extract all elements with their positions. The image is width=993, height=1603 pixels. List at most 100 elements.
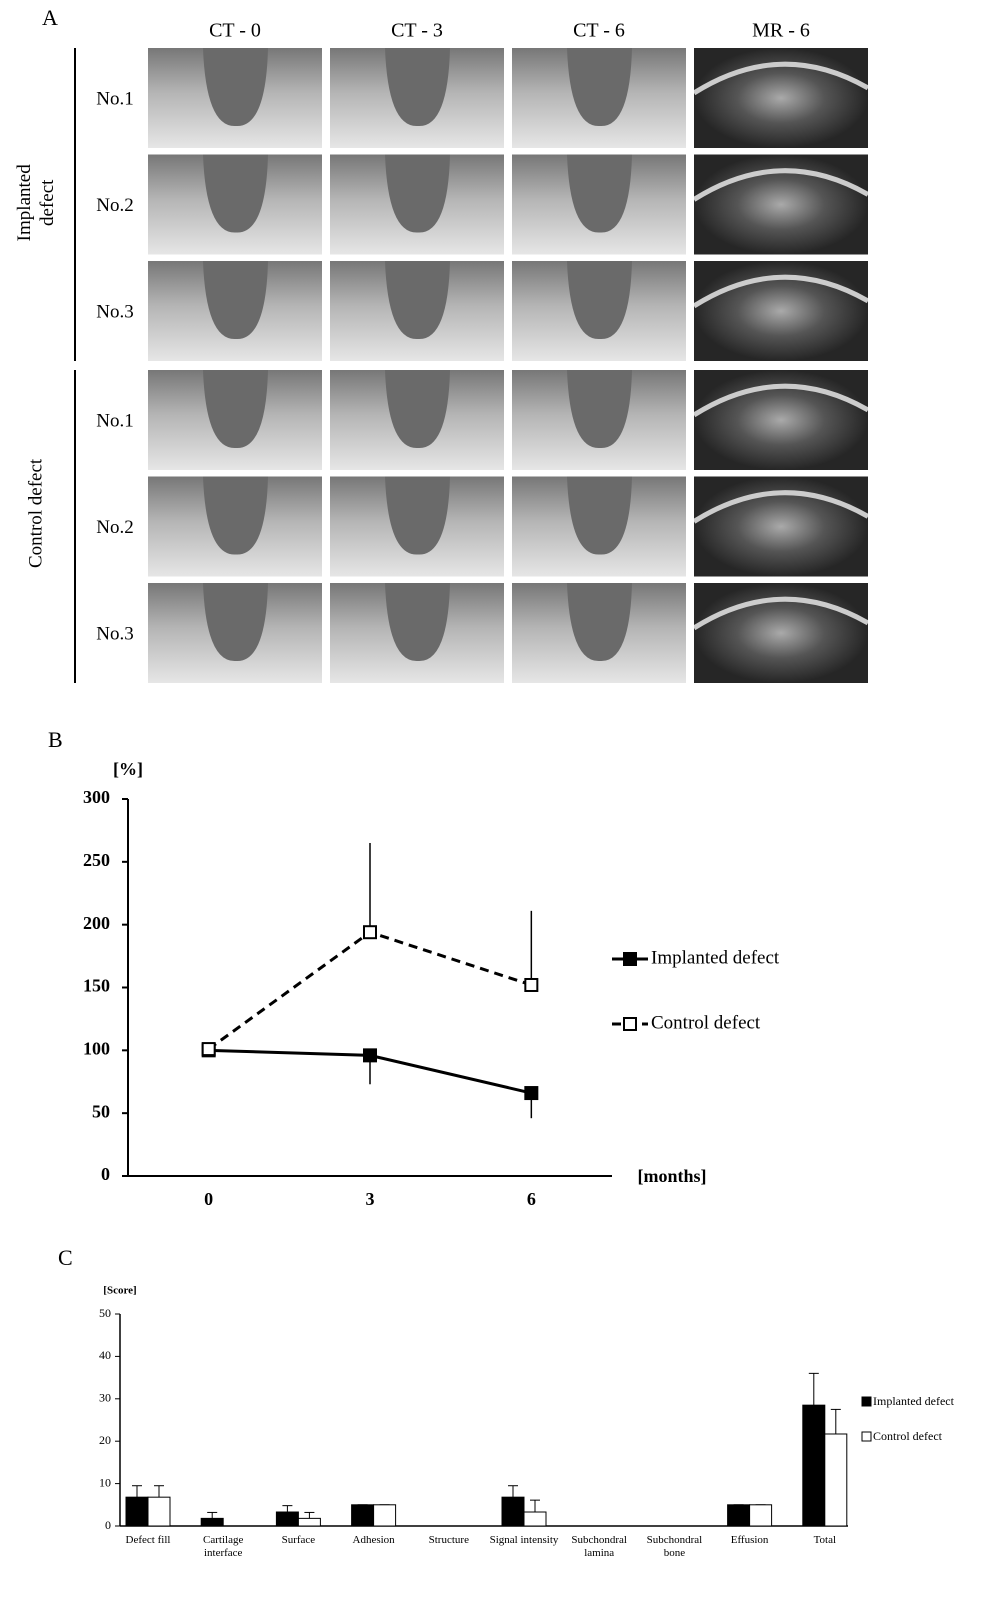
scan-content	[330, 261, 504, 361]
defect	[567, 261, 632, 340]
surface	[694, 168, 868, 202]
bar	[373, 1504, 397, 1527]
defect	[385, 583, 450, 662]
defect	[567, 583, 632, 662]
defect	[203, 48, 268, 127]
scan-content	[694, 261, 868, 361]
scan-image	[694, 154, 868, 255]
scan-image	[694, 261, 868, 361]
panel-label: C	[58, 1245, 73, 1270]
scan-content	[512, 370, 686, 470]
bar	[727, 1504, 751, 1527]
legend-swatch	[861, 1431, 872, 1442]
scan-content	[694, 48, 868, 148]
scan-content	[148, 154, 322, 255]
x-tick-label: Subchondral lamina	[571, 1534, 627, 1559]
defect	[567, 476, 632, 555]
scan-image	[330, 154, 504, 255]
row-label: No.2	[96, 517, 133, 538]
surface	[694, 490, 868, 524]
column-header: CT - 6	[573, 20, 625, 42]
defect	[385, 154, 450, 233]
x-tick-label: Cartilage interface	[203, 1534, 244, 1559]
marker	[363, 925, 377, 940]
scan-image	[512, 476, 686, 577]
scan-content	[512, 261, 686, 361]
scan-content	[330, 370, 504, 470]
defect	[203, 261, 268, 340]
legend-label: Control defect	[873, 1429, 943, 1443]
legend-label: Implanted defect	[873, 1394, 955, 1408]
x-tick-label: 0	[204, 1189, 213, 1209]
group-label: Control defect	[25, 458, 47, 569]
scan-content	[330, 48, 504, 148]
defect	[385, 261, 450, 340]
column-header: CT - 3	[391, 20, 443, 42]
legend-marker	[623, 952, 637, 966]
y-tick-label: 50	[99, 1306, 111, 1320]
surface	[694, 274, 868, 309]
marker	[363, 1048, 377, 1063]
scan-image	[330, 48, 504, 148]
row-label: No.1	[96, 88, 133, 109]
scan-image	[694, 48, 868, 148]
y-tick-label: 10	[99, 1475, 111, 1489]
scan-content	[694, 583, 868, 683]
defect	[385, 370, 450, 449]
scan-image	[694, 476, 868, 577]
scan-content	[512, 476, 686, 577]
x-tick-label: Defect fill	[125, 1534, 171, 1546]
bar	[297, 1517, 321, 1527]
bar	[501, 1496, 525, 1527]
scan-content	[330, 154, 504, 255]
x-tick-label: Subchondral bone	[646, 1534, 703, 1559]
legend-label: Control defect	[651, 1012, 761, 1033]
y-tick-label: 50	[92, 1101, 110, 1121]
surface	[694, 383, 868, 418]
x-tick-label: Signal intensity	[489, 1534, 559, 1546]
scan-image	[512, 583, 686, 683]
scan-image	[148, 261, 322, 361]
bar	[125, 1496, 149, 1527]
y-tick-label: 200	[83, 913, 110, 933]
scan-content	[148, 48, 322, 148]
legend-label: Implanted defect	[651, 947, 780, 968]
scan-content	[512, 48, 686, 148]
bar	[523, 1511, 547, 1527]
y-tick-label: 30	[99, 1391, 111, 1405]
group-label: Implanted defect	[14, 164, 58, 242]
marker	[524, 977, 539, 992]
bar	[749, 1504, 773, 1527]
x-tick-label: Effusion	[730, 1534, 769, 1546]
defect	[567, 48, 632, 127]
y-tick-label: 150	[83, 976, 110, 996]
scan-image	[148, 583, 322, 683]
scan-content	[694, 476, 868, 577]
scan-image	[512, 370, 686, 470]
defect	[203, 154, 268, 233]
scan-image	[330, 476, 504, 577]
defect	[385, 476, 450, 555]
y-axis-label: [Score]	[103, 1285, 136, 1297]
y-tick-label: 0	[105, 1518, 111, 1532]
scan-content	[330, 583, 504, 683]
scan-image	[330, 370, 504, 470]
scan-content	[148, 370, 322, 470]
scan-image	[512, 48, 686, 148]
scan-image	[330, 261, 504, 361]
x-tick-label: Total	[813, 1534, 837, 1546]
defect	[203, 583, 268, 662]
panel-label: A	[42, 5, 58, 30]
scan-content	[694, 154, 868, 255]
bar	[802, 1404, 826, 1527]
x-tick-label: 3	[366, 1189, 375, 1209]
x-axis-label: [months]	[637, 1166, 706, 1186]
x-tick-label: 6	[527, 1189, 536, 1209]
row-label: No.3	[96, 623, 133, 644]
bar	[824, 1433, 848, 1527]
scan-image	[512, 154, 686, 255]
x-tick-label: Adhesion	[352, 1534, 395, 1546]
scan-image	[148, 370, 322, 470]
